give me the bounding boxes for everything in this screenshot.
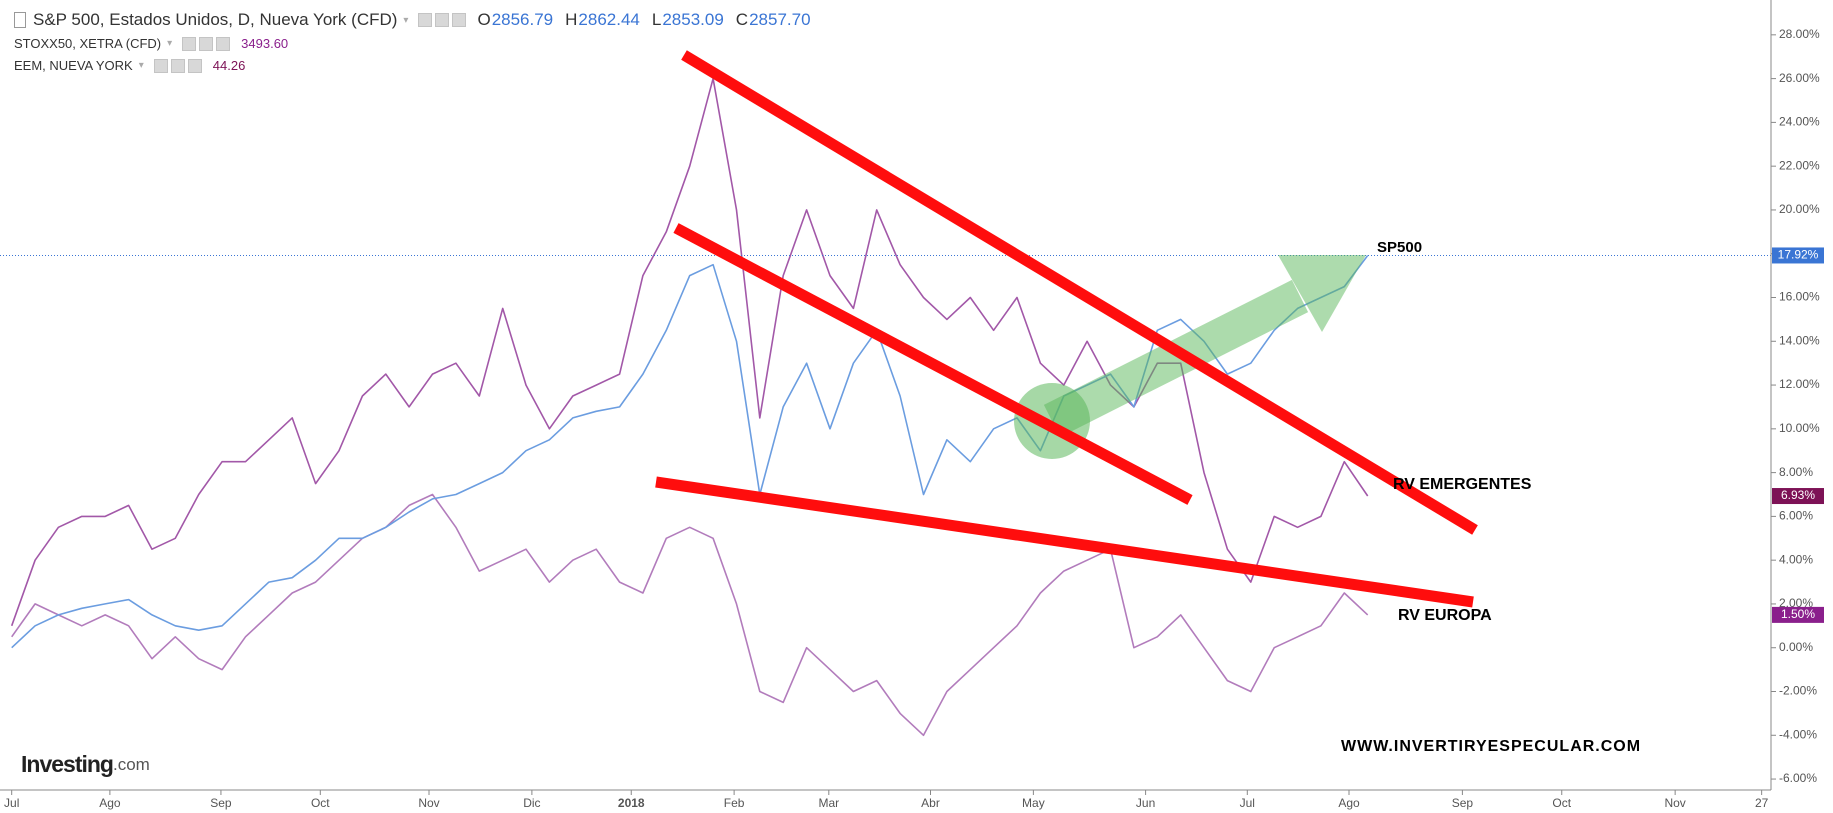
x-tick-label: Ago (99, 796, 121, 810)
trend-line (655, 476, 1474, 608)
annotation: SP500 (1377, 239, 1422, 256)
legend-icons (153, 58, 203, 73)
quote-label: C (735, 10, 749, 29)
quote: H 2862.44 (565, 10, 640, 30)
y-tick-label: 14.00% (1779, 333, 1820, 347)
legend-row: S&P 500, Estados Unidos, D, Nueva York (… (14, 10, 817, 30)
legend-row: EEM, NUEVA YORK ▾ 44.26 (14, 58, 251, 73)
last-value-box (1772, 247, 1824, 264)
y-tick-label: -4.00% (1779, 727, 1817, 741)
quote-label: O (477, 10, 491, 29)
quote-value: 2857.70 (749, 10, 811, 29)
series-line (11, 255, 1369, 649)
y-tick-label: -2.00% (1779, 684, 1817, 698)
annotation: RV EUROPA (1398, 607, 1492, 624)
trend-arrow-head (1278, 255, 1366, 332)
trend-line (681, 50, 1478, 535)
quote-value: 2856.79 (491, 10, 554, 29)
y-tick-label: 28.00% (1779, 27, 1820, 41)
last-value-label: 6.93% (1781, 488, 1815, 502)
legend-icons (182, 36, 231, 51)
logo: Investing.com (21, 751, 150, 777)
trend-line (673, 223, 1193, 505)
legend-button (199, 36, 214, 51)
x-tick-label: Mar (818, 796, 839, 810)
legend-caret: ▾ (138, 60, 144, 71)
legend-caret: ▾ (403, 14, 409, 26)
quote: 3493.60 (241, 36, 288, 51)
quote-value: 44.26 (212, 58, 246, 73)
quote: C 2857.70 (736, 10, 811, 30)
x-tick-label: May (1022, 796, 1045, 810)
logo-suffix: .com (113, 755, 150, 774)
x-tick-label: Ago (1338, 796, 1360, 810)
legend-button (182, 36, 197, 51)
quote: 44.26 (213, 58, 246, 73)
y-tick-label: 16.00% (1779, 290, 1820, 304)
legend-button (216, 36, 231, 51)
quote: O 2856.79 (477, 10, 553, 30)
quote-value: 3493.60 (241, 36, 289, 51)
annotation: RV EMERGENTES (1393, 476, 1532, 493)
y-tick-label: 0.00% (1779, 640, 1813, 654)
y-tick-label: 2.00% (1779, 596, 1813, 610)
x-tick-label: 2018 (618, 796, 645, 810)
x-tick-label: Oct (1552, 796, 1571, 810)
legend-name: EEM, NUEVA YORK (14, 58, 133, 73)
logo-main: Investing (21, 751, 113, 777)
x-tick-label: 27 (1755, 796, 1769, 810)
last-value-label: 1.50% (1781, 607, 1815, 621)
y-tick-label: 4.00% (1779, 552, 1813, 566)
legend-button (452, 13, 467, 27)
quote-label: H (565, 10, 578, 29)
x-tick-label: Sep (1452, 796, 1474, 810)
legend-name: S&P 500, Estados Unidos, D, Nueva York (… (33, 10, 398, 29)
legend-name: STOXX50, XETRA (CFD) (14, 36, 162, 51)
x-tick-label: Nov (418, 796, 439, 810)
x-tick-label: Nov (1664, 796, 1685, 810)
x-tick-label: Jun (1136, 796, 1155, 810)
legend-button (418, 13, 433, 27)
x-tick-label: Abr (921, 796, 940, 810)
x-tick-label: Jul (1240, 796, 1255, 810)
last-value-label: 17.92% (1778, 248, 1819, 262)
y-tick-label: 12.00% (1779, 377, 1820, 391)
legend-button (153, 58, 168, 73)
legend-icon (14, 12, 26, 28)
y-tick-label: 22.00% (1779, 158, 1820, 172)
x-tick-label: Feb (724, 796, 745, 810)
y-tick-label: 20.00% (1779, 202, 1820, 216)
x-tick-label: Dic (523, 796, 540, 810)
quote-value: 2862.44 (578, 10, 640, 29)
legend-icons (418, 13, 467, 27)
x-tick-label: Sep (210, 796, 232, 810)
legend-button (187, 58, 202, 73)
last-value-box (1772, 606, 1824, 623)
quote-value: 2853.09 (662, 10, 724, 29)
legend-row: STOXX50, XETRA (CFD) ▾ 3493.60 (14, 36, 294, 51)
series-line (11, 493, 1369, 737)
watermark: WWW.INVERTIRYESPECULAR.COM (1341, 738, 1641, 755)
legend-button (435, 13, 450, 27)
y-tick-label: 6.00% (1779, 509, 1813, 523)
legend-button (170, 58, 185, 73)
quote-label: L (651, 10, 662, 29)
quote: L 2853.09 (652, 10, 724, 30)
x-tick-label: Jul (4, 796, 19, 810)
y-tick-label: 26.00% (1779, 71, 1820, 85)
last-value-box (1772, 488, 1824, 505)
y-tick-label: -6.00% (1779, 771, 1817, 785)
y-tick-label: 8.00% (1779, 465, 1813, 479)
annotation-shapes (655, 50, 1478, 608)
y-tick-label: 24.00% (1779, 115, 1820, 129)
trend-arrow-shaft (1043, 279, 1309, 438)
y-tick-label: 10.00% (1779, 421, 1820, 435)
x-tick-label: Oct (311, 796, 330, 810)
legend-caret: ▾ (167, 38, 173, 49)
